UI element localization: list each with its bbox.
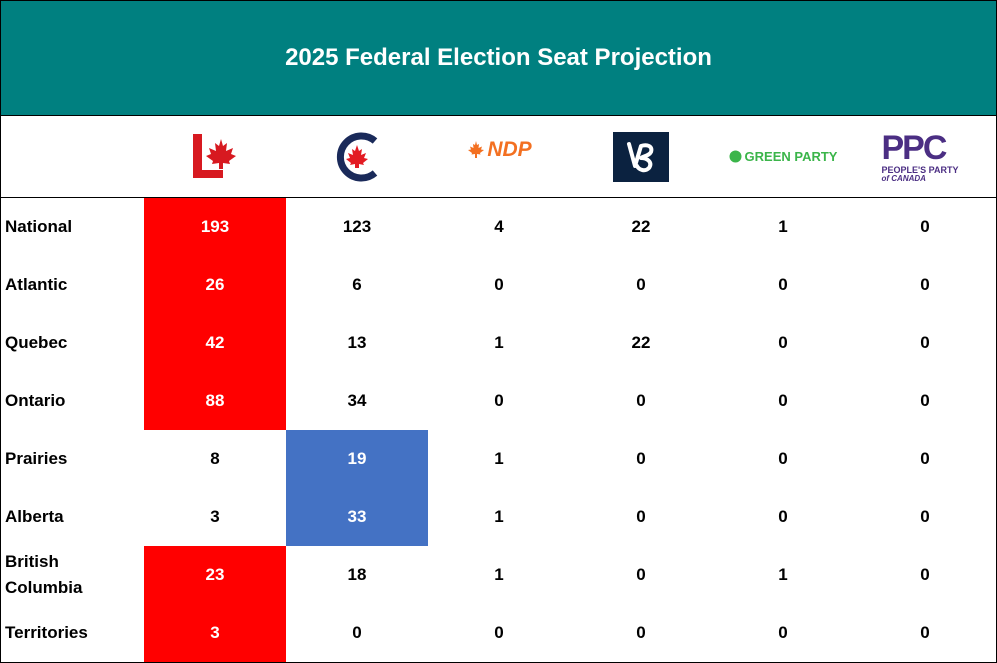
region-label-text: Territories	[5, 623, 88, 642]
seat-cell-bq: 0	[636, 565, 646, 584]
seat-cell-bq: 0	[636, 623, 646, 642]
seat-cell-cpc: 0	[352, 623, 362, 642]
seat-cell-cpc: 6	[352, 275, 362, 294]
table-row: British Columbia 23 18 1 0 1 0	[1, 546, 996, 604]
table-row: National 193 123 4 22 1 0	[1, 198, 996, 256]
region-label-text: Ontario	[5, 391, 66, 410]
region-label: British Columbia	[1, 546, 143, 604]
region-label: Alberta	[1, 488, 143, 546]
conservative-logo-cell	[286, 116, 428, 197]
seat-cell-cpc: 33	[286, 488, 428, 546]
liberal-logo-cell	[144, 116, 286, 197]
seat-cell-ndp: 0	[494, 275, 504, 294]
title-banner: 2025 Federal Election Seat Projection	[1, 1, 996, 116]
seat-cell-bq: 0	[636, 391, 646, 410]
seat-cell-lpc: 88	[144, 372, 286, 430]
seat-cell-ndp: 1	[494, 333, 504, 352]
ndp-logo-text: NDP	[487, 137, 532, 161]
bloc-logo-cell	[570, 116, 712, 197]
seat-cell-bq: 0	[636, 449, 646, 468]
region-label: Quebec	[1, 314, 143, 372]
seat-cell-ppc: 0	[920, 565, 930, 584]
ndp-logo-cell: NDP	[428, 116, 570, 197]
seat-cell-cpc: 34	[347, 391, 367, 410]
ppc-logo-subtext: PEOPLE'S PARTY	[881, 164, 959, 175]
seat-cell-ndp: 1	[494, 565, 504, 584]
region-label: National	[1, 198, 143, 256]
region-label-text: Alberta	[5, 507, 64, 526]
seat-cell-gpc: 0	[778, 623, 788, 642]
party-logo-row: NDP GREEN PARTY PPC PEOPLE'S PARTY	[1, 116, 996, 198]
seat-cell-gpc: 0	[778, 507, 788, 526]
seat-cell-ndp: 4	[494, 217, 504, 236]
seat-cell-bq: 0	[636, 507, 646, 526]
ppc-logo-text: PPC	[881, 128, 948, 167]
region-label-text: Prairies	[5, 449, 68, 468]
seat-cell-ppc: 0	[920, 449, 930, 468]
conservative-logo-icon	[336, 132, 378, 181]
table-row: Ontario 88 34 0 0 0 0	[1, 372, 996, 430]
bloc-logo-icon	[613, 131, 669, 182]
green-party-logo-text: GREEN PARTY	[744, 149, 838, 164]
region-label-text: Quebec	[5, 333, 68, 352]
region-label-text: Atlantic	[5, 275, 68, 294]
seat-cell-cpc: 123	[342, 217, 372, 236]
seat-cell-cpc: 18	[347, 565, 367, 584]
ppc-logo-cell: PPC PEOPLE'S PARTY of CANADA	[854, 116, 996, 197]
seat-cell-lpc: 8	[210, 449, 220, 468]
seat-cell-ndp: 0	[494, 391, 504, 410]
seat-cell-lpc: 3	[144, 604, 286, 662]
page-title: 2025 Federal Election Seat Projection	[285, 44, 712, 71]
region-label: Prairies	[1, 430, 143, 488]
seat-cell-cpc: 13	[347, 333, 367, 352]
region-label: Ontario	[1, 372, 143, 430]
seat-cell-cpc: 19	[286, 430, 428, 488]
seat-cell-gpc: 0	[778, 333, 788, 352]
seat-cell-lpc: 26	[144, 256, 286, 314]
seat-grid: National 193 123 4 22 1 0 Atlantic 26 6 0 0 0 0 Quebec…	[1, 198, 996, 662]
seat-cell-ppc: 0	[920, 333, 930, 352]
ppc-logo-icon: PPC PEOPLE'S PARTY of CANADA	[882, 131, 959, 183]
seat-cell-lpc: 193	[144, 198, 286, 256]
liberal-logo-icon	[193, 133, 236, 178]
seat-cell-ppc: 0	[920, 623, 930, 642]
seat-cell-ppc: 0	[920, 507, 930, 526]
seat-cell-lpc: 3	[210, 507, 220, 526]
seat-cell-gpc: 0	[778, 449, 788, 468]
table-row: Territories 3 0 0 0 0 0	[1, 604, 996, 662]
region-label-text: British Columbia	[5, 552, 83, 597]
table-row: Alberta 3 33 1 0 0 0	[1, 488, 996, 546]
seat-cell-ndp: 0	[494, 623, 504, 642]
seat-cell-bq: 0	[636, 275, 646, 294]
seat-cell-bq: 22	[631, 217, 651, 236]
seat-cell-gpc: 0	[778, 391, 788, 410]
seat-cell-gpc: 1	[778, 565, 788, 584]
seat-cell-bq: 22	[631, 333, 651, 352]
seat-cell-ndp: 1	[494, 507, 504, 526]
seat-cell-ppc: 0	[920, 217, 930, 236]
seat-cell-gpc: 1	[778, 217, 788, 236]
green-party-logo-cell: GREEN PARTY	[712, 116, 854, 197]
region-label: Atlantic	[1, 256, 143, 314]
region-label-text: National	[5, 217, 73, 236]
table-row: Atlantic 26 6 0 0 0 0	[1, 256, 996, 314]
green-party-logo-icon	[729, 150, 742, 163]
table-row: Quebec 42 13 1 22 0 0	[1, 314, 996, 372]
seat-cell-ppc: 0	[920, 275, 930, 294]
seat-cell-ppc: 0	[920, 391, 930, 410]
region-label: Territories	[1, 604, 143, 662]
seat-cell-gpc: 0	[778, 275, 788, 294]
ppc-logo-subtext-2: of CANADA	[881, 173, 926, 183]
seat-cell-lpc: 23	[144, 546, 286, 604]
seat-cell-lpc: 42	[144, 314, 286, 372]
table-row: Prairies 8 19 1 0 0 0	[1, 430, 996, 488]
seat-cell-ndp: 1	[494, 449, 504, 468]
ndp-logo-icon	[468, 140, 485, 158]
